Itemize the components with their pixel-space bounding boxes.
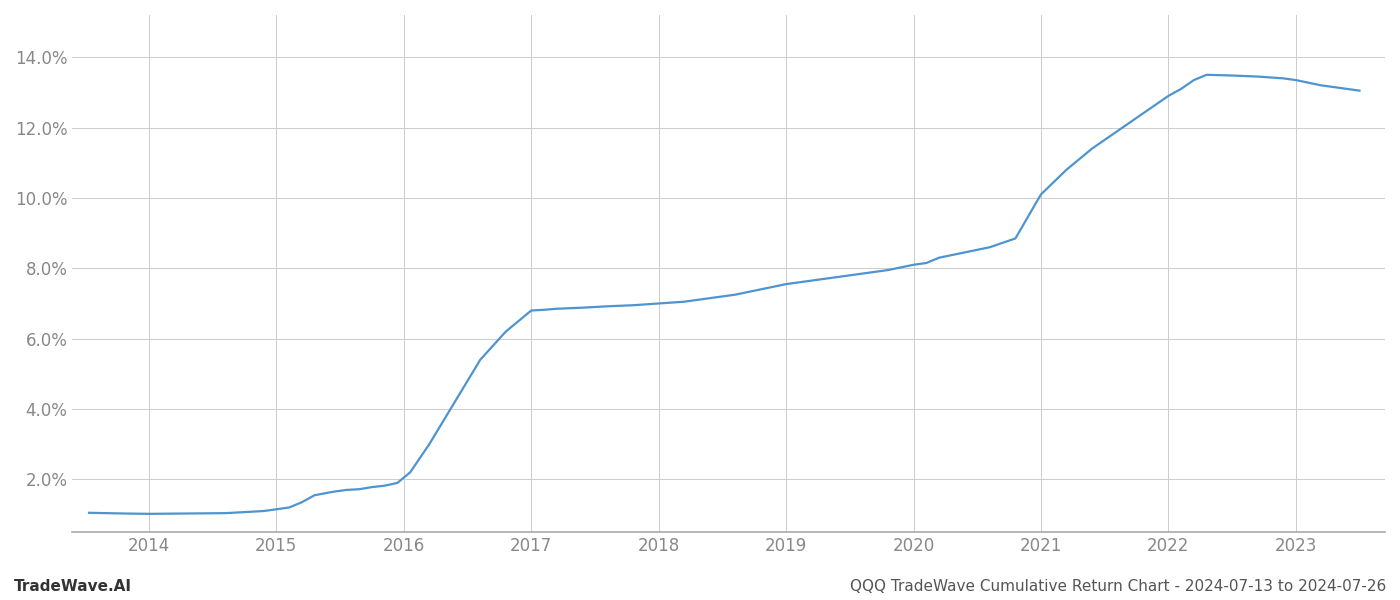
Text: QQQ TradeWave Cumulative Return Chart - 2024-07-13 to 2024-07-26: QQQ TradeWave Cumulative Return Chart - … — [850, 579, 1386, 594]
Text: TradeWave.AI: TradeWave.AI — [14, 579, 132, 594]
